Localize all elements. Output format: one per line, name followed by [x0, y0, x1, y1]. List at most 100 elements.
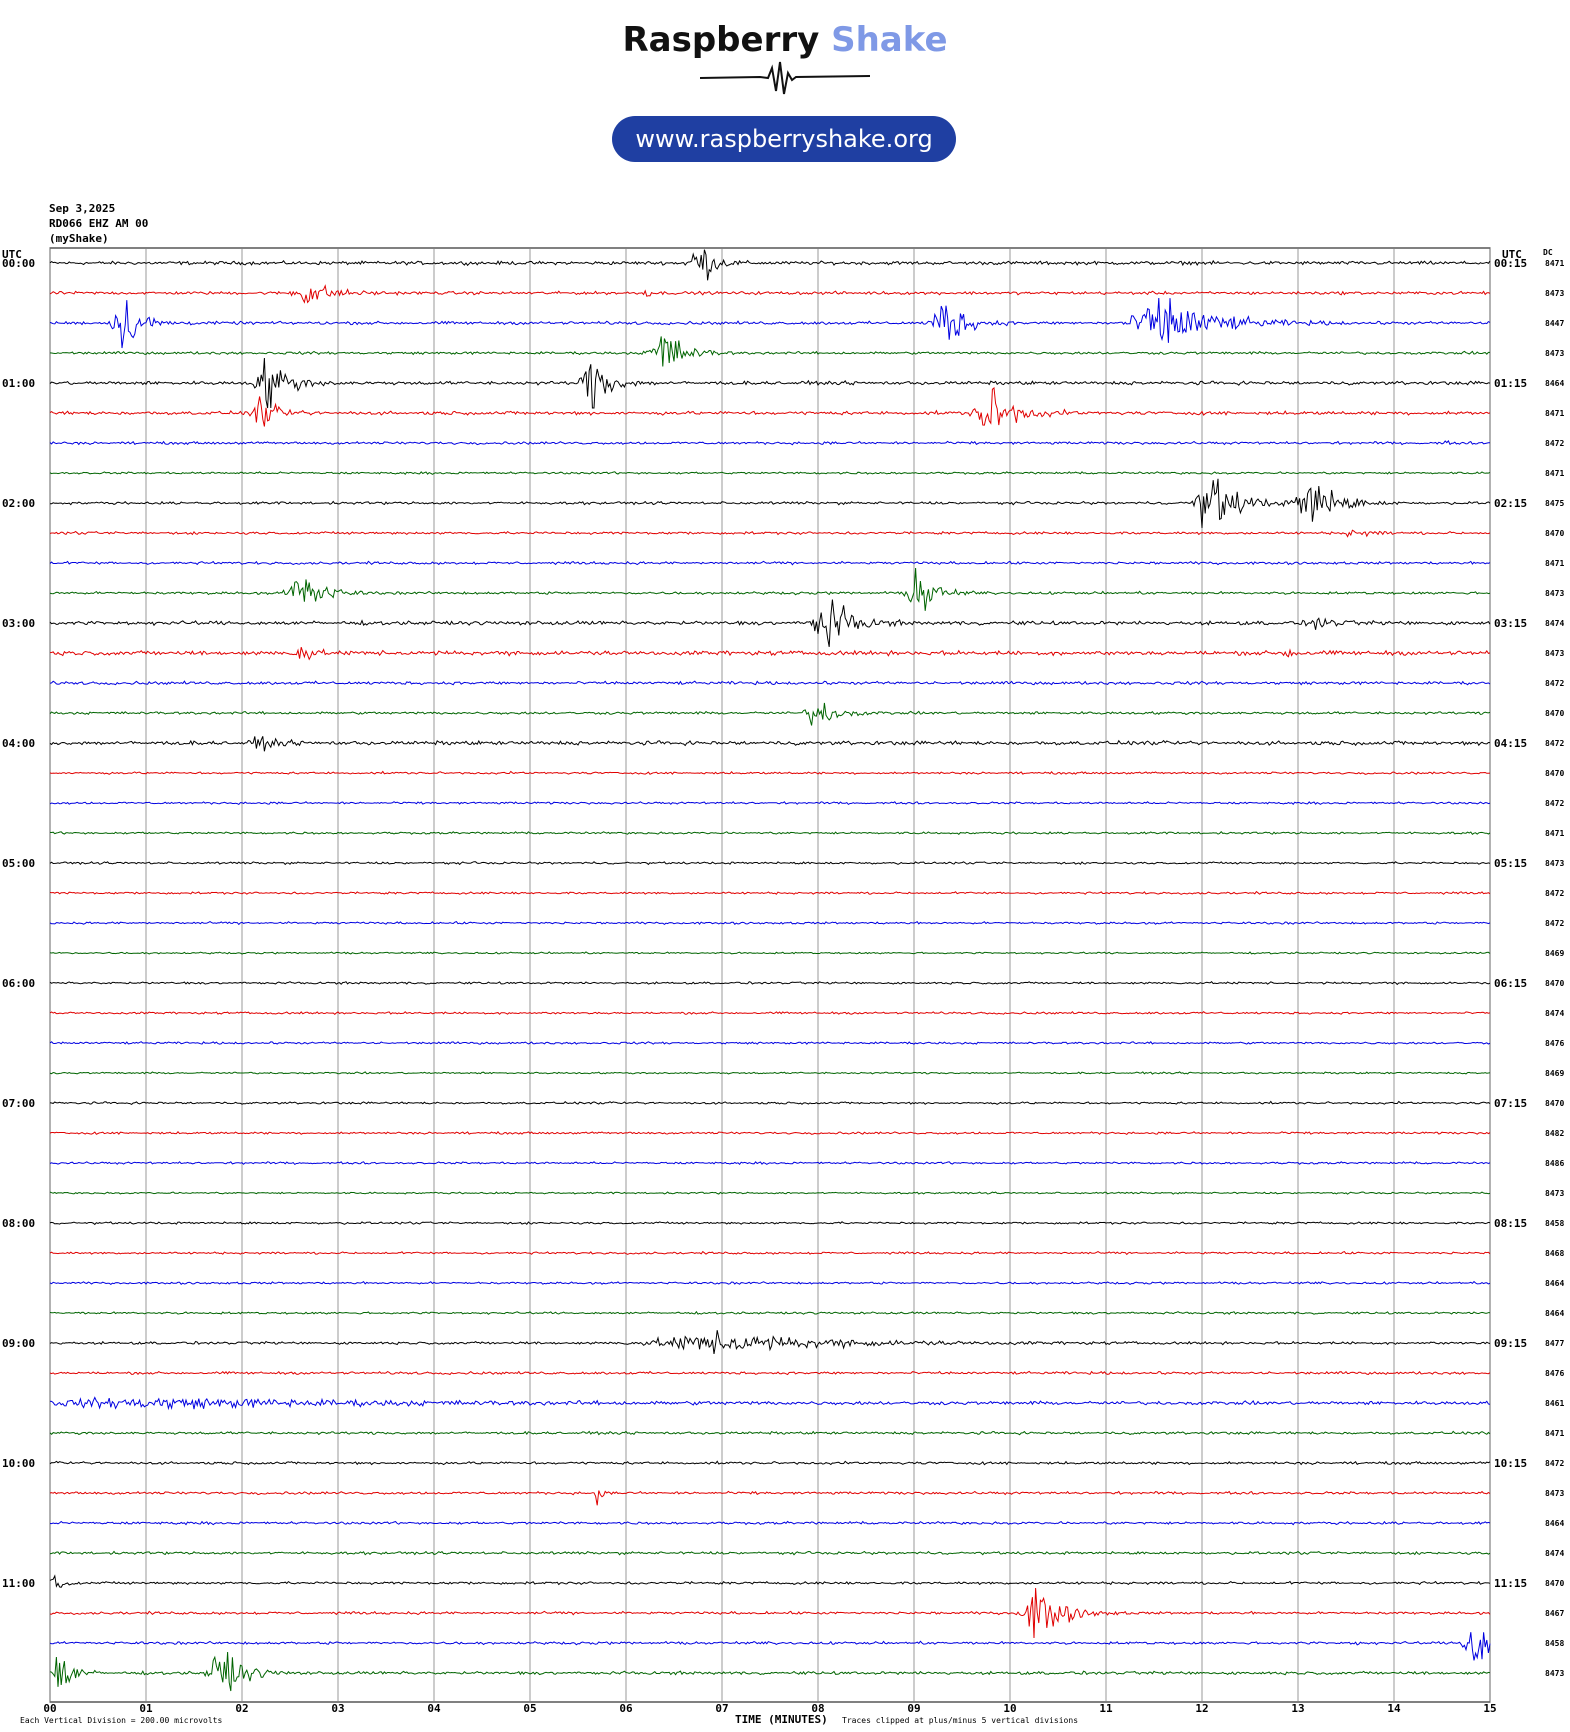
dc-value: 8471 [1545, 559, 1564, 568]
trace-line-18 [49, 801, 1491, 806]
dc-value: 8473 [1545, 1669, 1564, 1678]
trace-line-5 [49, 387, 1491, 427]
right-time-label: 03:15 [1494, 617, 1527, 630]
trace-line-36 [49, 1330, 1491, 1354]
left-time-label: 01:00 [2, 377, 35, 390]
trace-line-31 [49, 1191, 1491, 1195]
x-tick-label: 11 [1099, 1702, 1113, 1715]
dc-value: 8470 [1545, 709, 1564, 718]
right-time-label: 00:15 [1494, 257, 1527, 270]
dc-value: 8472 [1545, 1459, 1564, 1468]
dc-value: 8473 [1545, 1489, 1564, 1498]
left-time-label: 10:00 [2, 1457, 35, 1470]
trace-line-21 [49, 890, 1491, 895]
trace-line-41 [49, 1490, 1491, 1506]
right-time-label: 10:15 [1494, 1457, 1527, 1470]
trace-line-0 [49, 249, 1491, 281]
trace-line-32 [49, 1221, 1491, 1226]
trace-line-29 [49, 1131, 1491, 1136]
dc-value: 8473 [1545, 589, 1564, 598]
utc-right-label: UTC [1502, 248, 1522, 261]
dc-value: 8472 [1545, 679, 1564, 688]
dc-value: 8474 [1545, 1549, 1564, 1558]
trace-line-23 [49, 951, 1491, 955]
x-tick-label: 08 [811, 1702, 824, 1715]
dc-value: 8472 [1545, 889, 1564, 898]
dc-value: 8467 [1545, 1609, 1564, 1618]
time-grid [49, 247, 1491, 1703]
dc-value: 8464 [1545, 379, 1564, 388]
trace-line-2 [49, 297, 1491, 349]
website-url-pill[interactable]: www.raspberryshake.org [612, 116, 956, 162]
x-tick-label: 05 [523, 1702, 536, 1715]
trace-line-42 [49, 1520, 1491, 1526]
x-tick-label: 02 [235, 1702, 248, 1715]
x-tick-label: 00 [43, 1702, 56, 1715]
dc-value: 8477 [1545, 1339, 1564, 1348]
left-time-label: 05:00 [2, 857, 35, 870]
x-tick-label: 10 [1003, 1702, 1016, 1715]
vertical-division-note: Each Vertical Division = 200.00 microvol… [20, 1716, 223, 1725]
trace-line-43 [49, 1550, 1491, 1556]
trace-line-33 [49, 1250, 1491, 1256]
trace-line-27 [49, 1071, 1491, 1075]
dc-value: 8471 [1545, 409, 1564, 418]
dc-value: 8474 [1545, 619, 1564, 628]
trace-line-13 [49, 647, 1491, 661]
dc-value: 8471 [1545, 469, 1564, 478]
trace-line-30 [49, 1161, 1491, 1166]
x-tick-label: 04 [427, 1702, 441, 1715]
trace-line-8 [50, 478, 1491, 529]
trace-line-19 [49, 830, 1491, 835]
right-time-label: 04:15 [1494, 737, 1527, 750]
dc-value: 8461 [1545, 1399, 1564, 1408]
dc-value: 8476 [1545, 1369, 1564, 1378]
right-time-label: 02:15 [1494, 497, 1527, 510]
station-label: RD066 EHZ AM 00 [49, 217, 149, 230]
dc-value: 8473 [1545, 349, 1564, 358]
left-time-label: 06:00 [2, 977, 35, 990]
trace-line-15 [49, 702, 1491, 726]
left-time-label: 04:00 [2, 737, 35, 750]
dc-value: 8472 [1545, 739, 1564, 748]
date-label: Sep 3,2025 [49, 202, 116, 215]
right-time-label: 09:15 [1494, 1337, 1527, 1350]
right-time-label: 01:15 [1494, 377, 1527, 390]
logo-word-shake: Shake [831, 20, 948, 60]
x-tick-label: 03 [331, 1702, 344, 1715]
trace-line-35 [49, 1310, 1491, 1315]
right-time-label: 06:15 [1494, 977, 1527, 990]
logo-wordmark: Raspberry Shake [0, 20, 1570, 60]
trace-line-46 [49, 1632, 1491, 1661]
trace-line-12 [49, 599, 1491, 647]
trace-line-17 [49, 770, 1491, 775]
trace-line-28 [49, 1100, 1491, 1105]
x-tick-label: 14 [1387, 1702, 1401, 1715]
dc-value: 8476 [1545, 1039, 1564, 1048]
trace-line-26 [49, 1041, 1491, 1045]
utc-left-label: UTC [2, 248, 22, 261]
trace-line-1 [49, 284, 1491, 304]
trace-line-34 [49, 1280, 1491, 1286]
trace-line-6 [49, 440, 1491, 446]
right-time-label: 11:15 [1494, 1577, 1527, 1590]
x-tick-label: 07 [715, 1702, 728, 1715]
dc-value: 8470 [1545, 1099, 1564, 1108]
right-time-label: 05:15 [1494, 857, 1527, 870]
dc-value: 8458 [1545, 1639, 1564, 1648]
x-tick-label: 12 [1195, 1702, 1208, 1715]
trace-line-20 [49, 861, 1491, 866]
dc-value: 8470 [1545, 1579, 1564, 1588]
right-time-label: 07:15 [1494, 1097, 1527, 1110]
dc-value: 8447 [1545, 319, 1564, 328]
trace-line-39 [49, 1430, 1491, 1436]
trace-line-47 [49, 1651, 1491, 1692]
left-time-label: 07:00 [2, 1097, 35, 1110]
trace-line-38 [49, 1396, 1491, 1411]
trace-line-44 [49, 1574, 1491, 1588]
dc-value: 8486 [1545, 1159, 1564, 1168]
dc-value: 8471 [1545, 259, 1564, 268]
dc-value: 8473 [1545, 859, 1564, 868]
x-tick-label: 01 [139, 1702, 153, 1715]
